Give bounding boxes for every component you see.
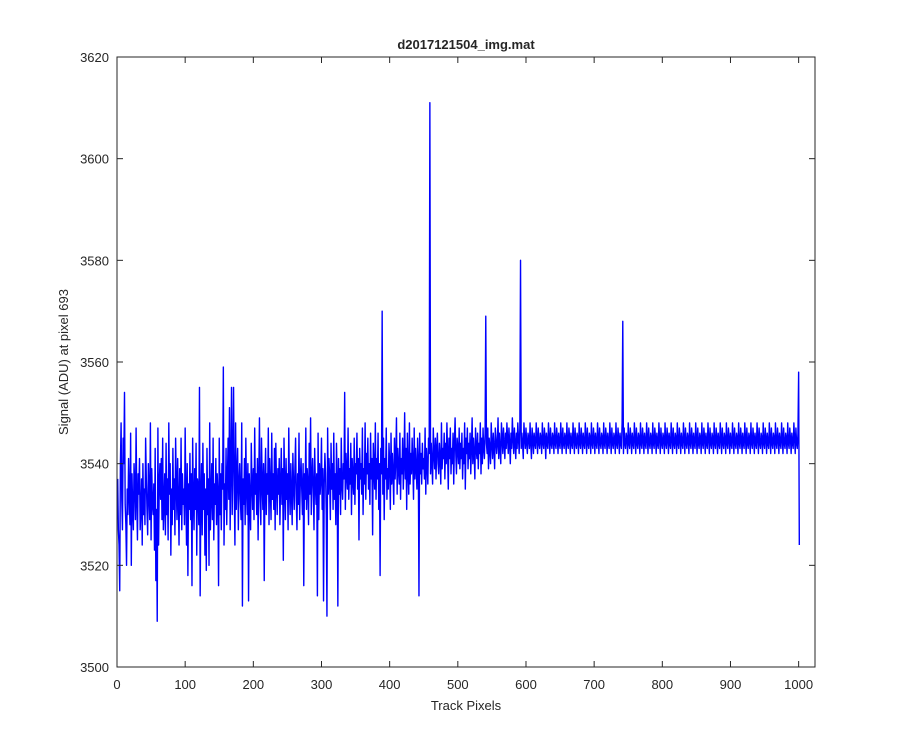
- y-tick-label: 3600: [80, 152, 109, 167]
- x-tick-label: 100: [174, 677, 196, 692]
- x-tick-label: 1000: [784, 677, 813, 692]
- x-tick-label: 0: [113, 677, 120, 692]
- x-tick-label: 200: [242, 677, 264, 692]
- chart-title: d2017121504_img.mat: [397, 37, 535, 52]
- x-tick-label: 400: [379, 677, 401, 692]
- x-tick-label: 600: [515, 677, 537, 692]
- x-tick-label: 300: [311, 677, 333, 692]
- plot-area: [117, 57, 815, 667]
- x-tick-label: 700: [583, 677, 605, 692]
- series-layer: [116, 102, 801, 622]
- y-tick-label: 3620: [80, 50, 109, 65]
- y-tick-label: 3560: [80, 355, 109, 370]
- x-tick-label: 800: [651, 677, 673, 692]
- x-tick-label: 900: [720, 677, 742, 692]
- y-axis: 3500 3520 3540 3560 3580 3600 3620: [80, 50, 815, 675]
- y-tick-label: 3540: [80, 457, 109, 472]
- x-axis: 0 100 200 300 400 500 600 700 800 900 1000: [113, 57, 813, 692]
- y-tick-label: 3500: [80, 660, 109, 675]
- series-line-1: [116, 102, 801, 622]
- y-tick-label: 3580: [80, 253, 109, 268]
- x-axis-label: Track Pixels: [431, 698, 502, 713]
- y-tick-label: 3520: [80, 558, 109, 573]
- y-axis-label: Signal (ADU) at pixel 693: [56, 289, 71, 435]
- x-tick-label: 500: [447, 677, 469, 692]
